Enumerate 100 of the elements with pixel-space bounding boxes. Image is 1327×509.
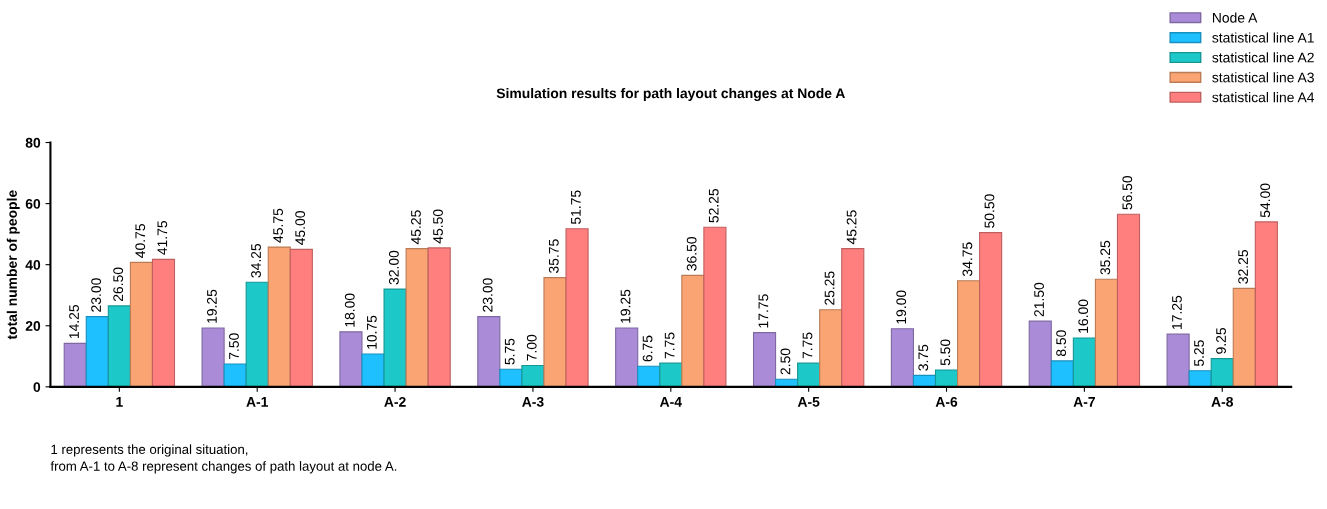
- y-axis-title: total number of people: [6, 190, 20, 340]
- bar: [615, 327, 639, 387]
- data-label: 40.75: [135, 224, 146, 258]
- data-label: 18.00: [344, 293, 355, 327]
- bar: [477, 316, 501, 387]
- y-tick-label: 0: [33, 382, 41, 393]
- data-label: 23.00: [91, 278, 102, 312]
- bar: [841, 248, 865, 387]
- data-label: 19.25: [620, 289, 631, 323]
- data-label: 7.00: [526, 334, 537, 361]
- legend-label: statistical line A1: [1212, 32, 1314, 43]
- data-label: 45.75: [273, 208, 283, 243]
- bar: [85, 316, 109, 387]
- data-label: 3.75: [918, 344, 929, 371]
- text: from A-1 to A-8 represent changes of path layout at node A.: [50, 461, 397, 474]
- bar: [245, 281, 269, 387]
- bar: [405, 248, 429, 387]
- data-label: 54.00: [1260, 183, 1271, 218]
- data-label: 51.75: [571, 190, 581, 225]
- bar: [659, 362, 683, 387]
- data-label: 34.25: [251, 243, 261, 278]
- data-label: 17.25: [1172, 295, 1182, 329]
- data-label: 36.50: [686, 236, 697, 271]
- data-label: 45.00: [295, 211, 306, 245]
- data-label: 5.25: [1194, 340, 1204, 367]
- data-label: 50.50: [984, 194, 995, 228]
- bar: [934, 369, 959, 387]
- bar: [339, 331, 363, 387]
- x-tick-label: A-3: [522, 396, 544, 407]
- bar: [63, 342, 87, 387]
- data-label: 56.50: [1122, 175, 1133, 210]
- data-label: 8.50: [1056, 330, 1067, 357]
- bar: [289, 248, 313, 387]
- bar: [681, 274, 705, 387]
- x-tick-label: A-1: [246, 397, 269, 407]
- bar: [1232, 287, 1256, 387]
- bar: [1254, 221, 1278, 387]
- bar: [1094, 278, 1119, 387]
- bar: [201, 327, 225, 387]
- x-tick-label: A-5: [797, 397, 820, 407]
- y-tick-label: 80: [25, 137, 41, 148]
- y-tick-label: 20: [25, 321, 41, 331]
- bar: [1188, 370, 1212, 387]
- data-label: 52.25: [708, 188, 719, 223]
- data-label: 7.75: [664, 332, 675, 359]
- bar: [1166, 333, 1190, 387]
- x-tick-label: A-2: [384, 396, 406, 407]
- data-label: 16.00: [1078, 299, 1089, 333]
- legend-label: statistical line A3: [1212, 72, 1314, 83]
- y-tick-label: 60: [25, 198, 41, 209]
- data-label: 34.75: [962, 242, 973, 277]
- legend-label: statistical line A2: [1212, 52, 1314, 63]
- data-label: 35.25: [1100, 240, 1111, 275]
- bar: [427, 247, 451, 387]
- data-label: 5.50: [940, 339, 951, 366]
- bar: [819, 309, 843, 387]
- bar: [383, 288, 407, 387]
- x-tick-label: A-6: [935, 396, 958, 407]
- bar: [1210, 358, 1234, 387]
- bar: [361, 353, 385, 387]
- bar: [267, 246, 291, 387]
- data-label: 32.00: [388, 250, 399, 285]
- bar: [956, 280, 981, 387]
- chart-title: Simulation results for path layout changes at Node A: [496, 88, 845, 102]
- data-label: 45.50: [433, 209, 443, 244]
- bar: [129, 261, 153, 387]
- data-label: 10.75: [366, 315, 377, 349]
- bar: [1116, 213, 1141, 387]
- data-label: 35.75: [548, 239, 559, 273]
- data-label: 7.75: [802, 332, 813, 359]
- x-tick-label: A-8: [1211, 396, 1233, 407]
- text: 1 represents the original situation,: [51, 444, 248, 457]
- bar: [565, 228, 589, 387]
- data-label: 25.25: [824, 271, 835, 305]
- bar: [223, 363, 247, 387]
- data-label: 17.75: [758, 294, 769, 328]
- bar: [1050, 360, 1074, 387]
- data-label: 19.25: [206, 289, 217, 323]
- y-tick-label: 40: [25, 260, 41, 270]
- data-label: 23.00: [482, 278, 493, 312]
- bar: [752, 332, 777, 387]
- bar: [797, 362, 821, 387]
- data-label: 14.25: [69, 304, 79, 339]
- data-label: 7.50: [229, 333, 239, 360]
- bar: [521, 364, 545, 387]
- bar: [637, 365, 661, 387]
- data-label: 32.25: [1238, 250, 1249, 284]
- bar: [107, 305, 131, 387]
- bar: [890, 328, 914, 387]
- x-tick-label: 1: [116, 397, 123, 407]
- data-label: 41.75: [157, 221, 168, 255]
- legend-label: statistical line A4: [1212, 92, 1315, 103]
- data-label: 6.75: [642, 335, 653, 362]
- data-label: 21.50: [1034, 282, 1044, 317]
- bar: [543, 277, 567, 387]
- data-label: 19.00: [896, 290, 907, 324]
- bar: [151, 258, 176, 387]
- data-label: 5.75: [504, 338, 515, 365]
- legend-label: Node A: [1212, 12, 1258, 23]
- data-label: 9.25: [1216, 327, 1226, 354]
